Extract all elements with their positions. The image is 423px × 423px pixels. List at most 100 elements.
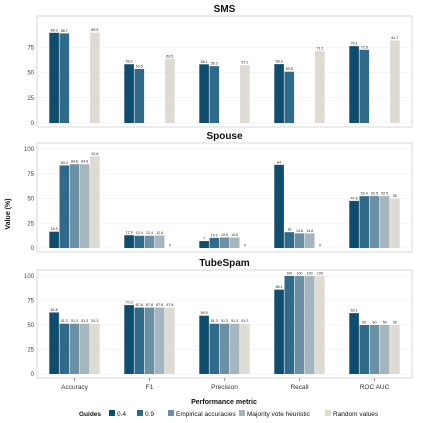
bar	[49, 231, 59, 248]
bar	[315, 51, 325, 124]
data-label: 10.6	[231, 233, 238, 237]
data-label: 67.8	[146, 303, 153, 307]
bar	[199, 241, 209, 248]
data-label: 89.5	[91, 28, 98, 32]
data-label: 0	[244, 244, 246, 248]
bar	[124, 64, 134, 123]
data-label: 84.6	[81, 160, 88, 164]
data-label: 50	[362, 321, 366, 325]
legend-swatch	[325, 410, 331, 416]
legend-entry: Empirical accuracies	[176, 411, 236, 418]
bar	[90, 32, 100, 124]
bar	[304, 233, 315, 248]
bar	[274, 164, 284, 248]
legend-swatch	[137, 410, 143, 416]
bar	[349, 200, 359, 248]
data-label: 7	[203, 237, 205, 241]
data-label: 67.8	[156, 303, 163, 307]
data-label: 47.6	[351, 196, 358, 200]
y-tick-label: 75	[27, 45, 34, 51]
bar	[209, 237, 220, 248]
data-label: 51.3	[81, 319, 88, 323]
data-label: 81.7	[391, 36, 398, 40]
panel-title: Spouse	[206, 131, 243, 142]
bar	[219, 237, 230, 248]
y-tick-label: 50	[27, 71, 34, 77]
y-tick-label: 25	[27, 221, 34, 227]
data-label: 70.3	[126, 301, 133, 305]
bar	[154, 235, 165, 248]
bar	[199, 64, 209, 123]
data-label: 51.3	[211, 319, 218, 323]
bar	[90, 156, 100, 248]
bar	[379, 325, 390, 374]
data-label: 52.5	[381, 192, 388, 196]
legend-swatch	[239, 410, 245, 416]
bar	[284, 71, 295, 123]
bar	[390, 325, 400, 374]
data-label: 51.3	[241, 319, 248, 323]
bar	[199, 315, 209, 374]
bar	[59, 323, 70, 374]
legend-entry: 0.4	[117, 411, 126, 418]
bar	[274, 289, 284, 374]
legend-swatch	[168, 410, 174, 416]
bar	[240, 323, 250, 374]
data-label: 56.3	[211, 62, 218, 66]
data-label: 10.6	[221, 233, 228, 237]
data-label: 58.3	[276, 60, 283, 64]
y-tick-label: 75	[27, 299, 34, 305]
panels: SMS 0 25 50 75 89.3 88.7 89.5 58.253.5 63.5 58.1 56…	[24, 4, 413, 379]
bar	[369, 325, 380, 374]
x-category-label: Precision	[211, 384, 238, 391]
data-label: 51.3	[231, 319, 238, 323]
data-label: 53.5	[136, 64, 143, 68]
data-label: 10.2	[211, 233, 218, 237]
data-label: 14.8	[296, 229, 303, 233]
bar	[349, 46, 359, 123]
data-label: 58.2	[126, 60, 133, 64]
bar	[49, 312, 59, 374]
data-label: 63.5	[166, 54, 173, 58]
legend-entry: Random values	[333, 411, 379, 418]
data-label: 50	[393, 194, 397, 198]
bar	[165, 58, 175, 123]
data-label: 84	[277, 160, 281, 164]
bar	[284, 232, 295, 248]
data-label: 71.2	[316, 47, 323, 51]
bar	[144, 235, 155, 248]
bar	[274, 64, 284, 123]
data-label: 67.8	[166, 303, 173, 307]
data-label: 0	[169, 244, 171, 248]
bar	[359, 196, 370, 248]
data-label: 62.8	[51, 308, 58, 312]
data-label: 83.4	[61, 161, 68, 165]
bar	[79, 323, 90, 374]
bar	[304, 276, 315, 374]
x-category-label: F1	[146, 384, 154, 391]
legend-entry: 0.9	[145, 411, 154, 418]
bar	[379, 196, 390, 248]
data-label: 52.5	[371, 192, 378, 196]
data-label: 59.5	[201, 311, 208, 315]
bar	[69, 164, 80, 248]
bar	[124, 235, 134, 248]
data-label: 12.6	[156, 231, 163, 235]
bar	[79, 164, 90, 248]
bar	[359, 325, 370, 374]
panel-title: TubeSpam	[199, 258, 249, 269]
bar	[209, 66, 220, 123]
bar	[134, 235, 145, 248]
data-label: 72.5	[361, 45, 368, 49]
bar	[349, 313, 359, 374]
data-label: 16.5	[51, 227, 58, 231]
data-label: 52.4	[361, 192, 368, 196]
data-label: 84.6	[71, 160, 78, 164]
y-tick-label: 50	[27, 323, 34, 329]
bar	[134, 68, 145, 123]
legend-swatch	[109, 410, 115, 416]
bar	[284, 276, 295, 374]
